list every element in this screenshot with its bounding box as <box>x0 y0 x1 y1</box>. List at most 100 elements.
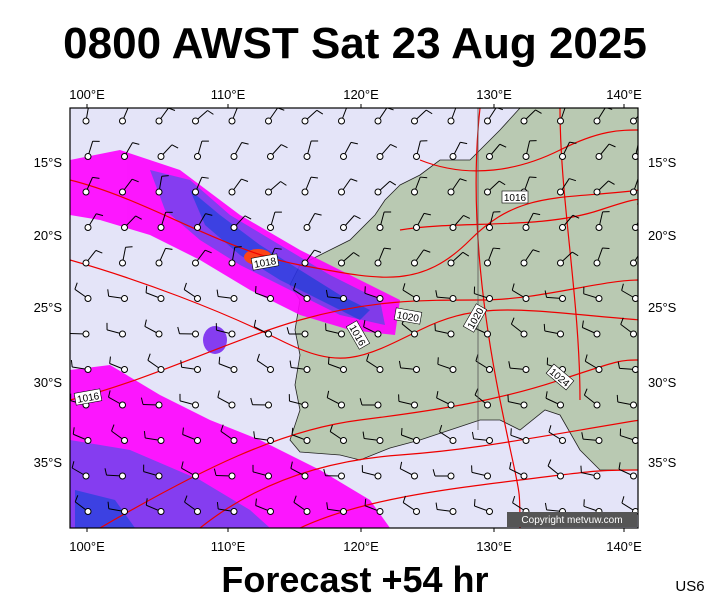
barb-station <box>341 154 347 160</box>
barb-station <box>487 296 493 302</box>
barb-station <box>85 154 91 160</box>
barb-station <box>594 402 600 408</box>
barb-station <box>302 118 308 124</box>
barb-feather <box>129 106 136 107</box>
barb-station <box>193 402 199 408</box>
barb-station <box>339 473 345 479</box>
barb-station <box>266 189 272 195</box>
barb-station <box>302 402 308 408</box>
barb-station <box>521 331 527 337</box>
barb-station <box>302 189 308 195</box>
barb-station <box>231 296 237 302</box>
isobar-label: 1016 <box>502 191 528 204</box>
barb-station <box>485 473 491 479</box>
latitude-label: 35°S <box>34 455 63 470</box>
barb-station <box>85 509 91 515</box>
barb-station <box>120 473 126 479</box>
barb-station <box>412 331 418 337</box>
barb-station <box>596 225 602 231</box>
barb-station <box>193 189 199 195</box>
barb-feather <box>347 106 354 107</box>
barb-station <box>122 225 128 231</box>
barb-station <box>485 189 491 195</box>
barb-feather <box>235 247 242 248</box>
barb-station <box>304 154 310 160</box>
barb-station <box>450 509 456 515</box>
barb-station <box>631 118 637 124</box>
barb-station <box>229 118 235 124</box>
barb-station <box>485 402 491 408</box>
barb-feather <box>219 357 220 364</box>
barb-station <box>339 189 345 195</box>
barb-station <box>122 296 128 302</box>
barb-station <box>450 367 456 373</box>
barb-station <box>122 367 128 373</box>
barb-station <box>521 473 527 479</box>
barb-station <box>450 296 456 302</box>
barb-station <box>594 473 600 479</box>
barb-station <box>521 402 527 408</box>
barb-station <box>231 154 237 160</box>
title: 0800 AWST Sat 23 Aug 2025 <box>63 19 647 68</box>
barb-station <box>339 402 345 408</box>
barb-station <box>266 402 272 408</box>
barb-station <box>414 296 420 302</box>
barb-station <box>120 402 126 408</box>
barb-station <box>594 189 600 195</box>
barb-station <box>122 438 128 444</box>
barb-station <box>375 118 381 124</box>
barb-station <box>120 118 126 124</box>
barb-station <box>229 260 235 266</box>
barb-feather <box>645 110 651 113</box>
longitude-label: 110°E <box>211 87 246 102</box>
latitude-label: 30°S <box>648 375 677 390</box>
barb-station <box>195 509 201 515</box>
barb-feather <box>126 247 133 248</box>
barb-station <box>83 260 89 266</box>
barb-station <box>158 154 164 160</box>
barb-station <box>375 331 381 337</box>
barb-station <box>596 438 602 444</box>
longitude-label: 110°E <box>211 539 246 554</box>
barb-station <box>375 189 381 195</box>
barb-station <box>156 402 162 408</box>
barb-station <box>448 473 454 479</box>
barb-station <box>122 154 128 160</box>
model-code: US6 <box>675 578 704 595</box>
barb-feather <box>602 248 609 249</box>
barb-station <box>523 154 529 160</box>
longitude-label: 120°E <box>343 87 379 102</box>
barb-station <box>558 118 564 124</box>
barb-station <box>596 296 602 302</box>
barb-station <box>487 438 493 444</box>
isobar-label-text: 1016 <box>504 193 527 204</box>
barb-station <box>229 402 235 408</box>
barb-station <box>195 438 201 444</box>
barb-station <box>268 509 274 515</box>
barb-station <box>523 296 529 302</box>
barb-station <box>83 118 89 124</box>
barb-station <box>229 331 235 337</box>
barb-station <box>156 260 162 266</box>
barb-station <box>631 331 637 337</box>
barb-station <box>268 438 274 444</box>
barb-station <box>229 473 235 479</box>
barb-station <box>412 473 418 479</box>
copyright: Copyright metvuw.com <box>521 515 622 526</box>
barb-station <box>596 154 602 160</box>
latitude-label: 20°S <box>648 228 677 243</box>
barb-station <box>268 367 274 373</box>
barb-feather <box>642 250 649 252</box>
barb-station <box>375 402 381 408</box>
latitude-label: 25°S <box>34 300 63 315</box>
latitude-label: 20°S <box>34 228 63 243</box>
barb-feather <box>493 248 500 249</box>
barb-station <box>304 438 310 444</box>
barb-station <box>339 260 345 266</box>
barb-station <box>158 225 164 231</box>
latitude-label: 30°S <box>34 375 63 390</box>
footer: Forecast +54 hr <box>221 559 488 600</box>
barb-station <box>450 225 456 231</box>
barb-station <box>83 473 89 479</box>
barb-station <box>193 260 199 266</box>
